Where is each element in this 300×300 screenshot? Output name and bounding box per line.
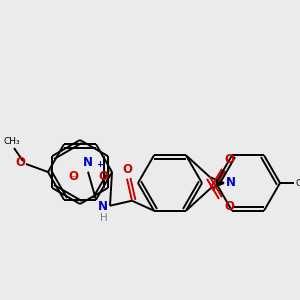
Text: N: N	[83, 156, 93, 169]
Text: O: O	[68, 170, 78, 183]
Text: O: O	[98, 170, 108, 183]
Text: O: O	[224, 200, 234, 213]
Text: O: O	[15, 157, 25, 169]
Text: O: O	[122, 163, 132, 176]
Text: +: +	[96, 160, 103, 169]
Text: N: N	[226, 176, 236, 190]
Text: O: O	[224, 153, 234, 166]
Text: CH₃: CH₃	[296, 178, 300, 188]
Text: H: H	[100, 213, 108, 223]
Text: N: N	[98, 200, 108, 213]
Text: ⁻: ⁻	[70, 175, 76, 185]
Text: CH₃: CH₃	[4, 137, 20, 146]
